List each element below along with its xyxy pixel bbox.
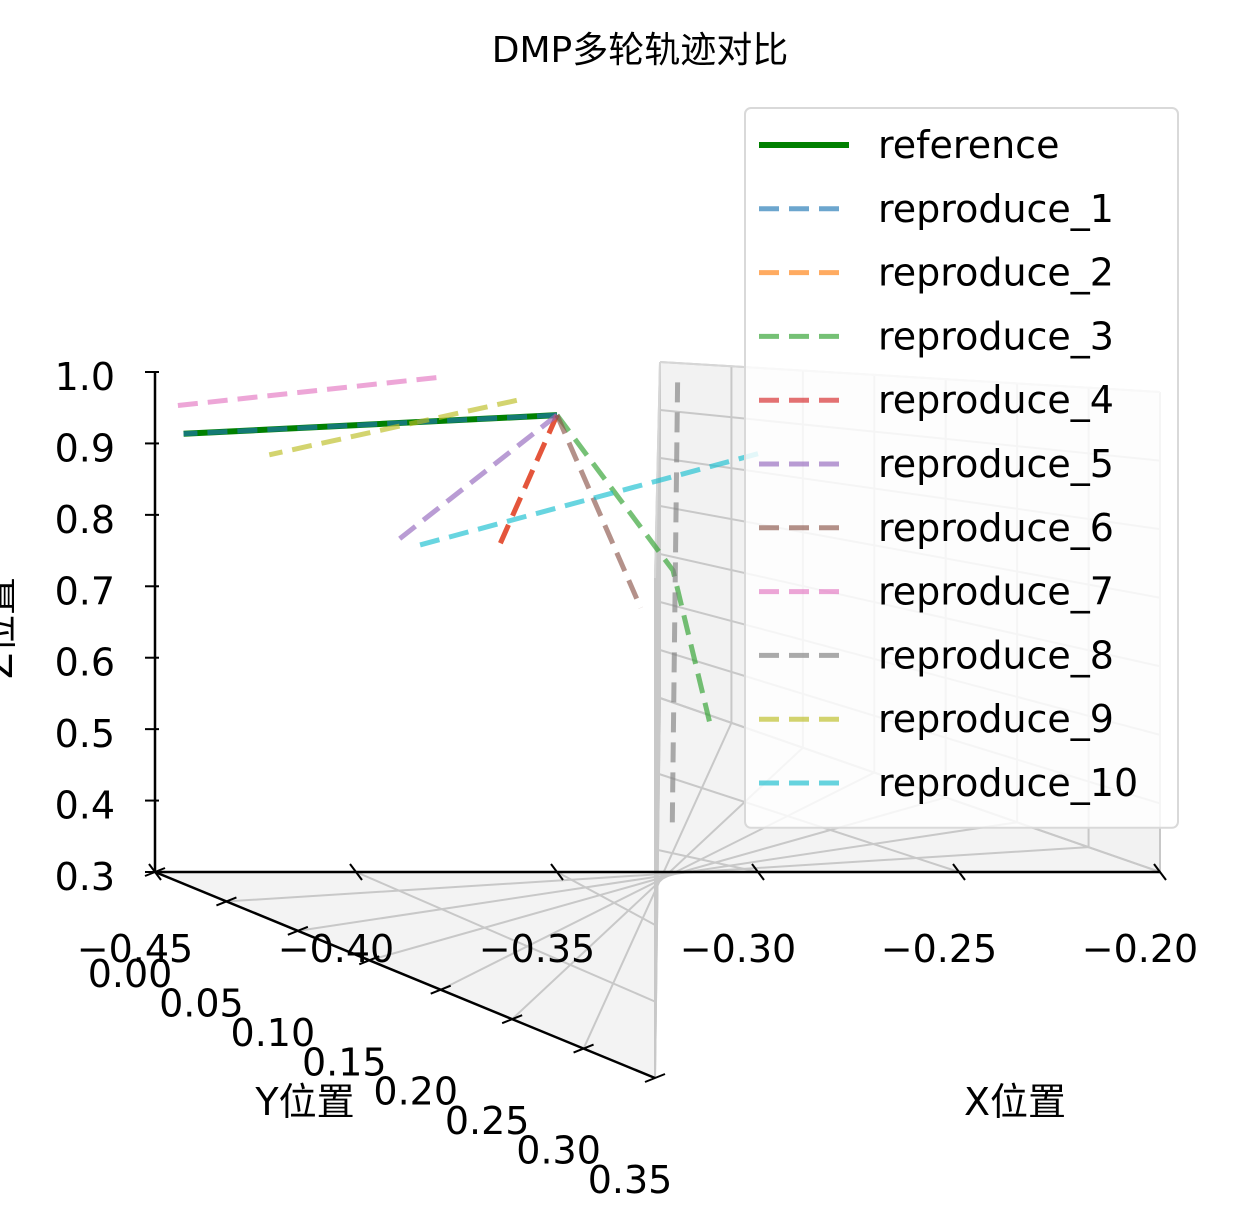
z-tick-label: 1.0 xyxy=(55,355,115,399)
legend: reference reproduce_1 reproduce_2 reproduce… xyxy=(744,107,1179,829)
legend-label: reference xyxy=(878,123,1059,167)
x-tick-label: −0.35 xyxy=(479,927,595,971)
y-tick-label: 0.05 xyxy=(159,981,244,1025)
legend-label: reproduce_4 xyxy=(878,378,1114,422)
series-line-reproduce_5 xyxy=(397,413,559,542)
y-tick-label: 0.10 xyxy=(231,1011,316,1055)
grid-line xyxy=(654,409,661,650)
legend-box xyxy=(744,107,1179,829)
z-tick-label: 0.9 xyxy=(55,426,115,470)
z-axis-label: Z位置 xyxy=(0,577,21,679)
y-tick-label: 0.20 xyxy=(373,1070,458,1114)
grid-line xyxy=(355,871,657,1003)
x-tick-label: −0.40 xyxy=(278,927,394,971)
x-axis-label: X位置 xyxy=(964,1080,1066,1124)
x-tick-label: −0.25 xyxy=(881,927,997,971)
series-line-reproduce_4 xyxy=(495,414,560,550)
legend-label: reproduce_2 xyxy=(878,251,1114,295)
z-tick-label: 0.8 xyxy=(55,498,115,542)
tick-labels: −0.20−0.25−0.30−0.35−0.40−0.450.000.050.… xyxy=(55,355,1199,1202)
pane-edge xyxy=(654,361,661,579)
x-tick-label: −0.45 xyxy=(77,927,193,971)
legend-label: reproduce_5 xyxy=(878,442,1114,486)
y-axis-label: Y位置 xyxy=(254,1080,354,1124)
y-tick xyxy=(216,896,237,907)
x-tick xyxy=(952,863,966,881)
z-tick-label: 0.5 xyxy=(55,712,115,756)
legend-label: reproduce_10 xyxy=(878,761,1138,805)
legend-label: reproduce_8 xyxy=(878,633,1114,677)
x-tick-label: −0.20 xyxy=(1082,927,1198,971)
y-axis-line xyxy=(154,870,656,1080)
x-tick xyxy=(550,863,564,881)
grid-line xyxy=(556,871,658,927)
series-line-reproduce_7 xyxy=(169,375,437,409)
x-tick-label: −0.30 xyxy=(680,927,796,971)
y-tick xyxy=(358,955,380,966)
series-line-reproduce_8 xyxy=(669,382,681,824)
y-tick xyxy=(287,925,309,936)
series-line-reproduce_6 xyxy=(554,414,644,609)
series-layer xyxy=(169,375,759,824)
y-tick-label: 0.25 xyxy=(445,1099,530,1143)
z-tick-label: 0.6 xyxy=(55,641,115,685)
series-line-reproduce_9 xyxy=(268,397,518,458)
y-tick xyxy=(644,1073,666,1083)
y-tick-label: 0.15 xyxy=(302,1040,387,1084)
legend-label: reproduce_1 xyxy=(878,187,1114,231)
y-tick-label: 0.30 xyxy=(516,1129,601,1173)
legend-label: reproduce_6 xyxy=(878,506,1114,550)
legend-label: reproduce_9 xyxy=(878,697,1114,741)
z-tick-label: 0.7 xyxy=(55,569,115,613)
chart-title: DMP多轮轨迹对比 xyxy=(492,30,789,71)
x-tick xyxy=(349,863,363,881)
z-tick-label: 0.3 xyxy=(55,855,115,899)
y-tick xyxy=(501,1014,523,1025)
y-tick-label: 0.35 xyxy=(588,1158,673,1202)
z-tick-label: 0.4 xyxy=(55,784,115,828)
legend-label: reproduce_3 xyxy=(878,314,1114,358)
series-line-reproduce_1 xyxy=(183,412,558,437)
legend-label: reproduce_7 xyxy=(878,570,1114,614)
x-tick xyxy=(1153,863,1167,881)
grid-line xyxy=(654,457,661,721)
y-tick xyxy=(430,984,452,995)
y-tick xyxy=(573,1043,594,1054)
x-tick xyxy=(751,863,765,881)
y-tick-label: 0.00 xyxy=(88,952,173,996)
axis-lines xyxy=(144,371,1167,1083)
